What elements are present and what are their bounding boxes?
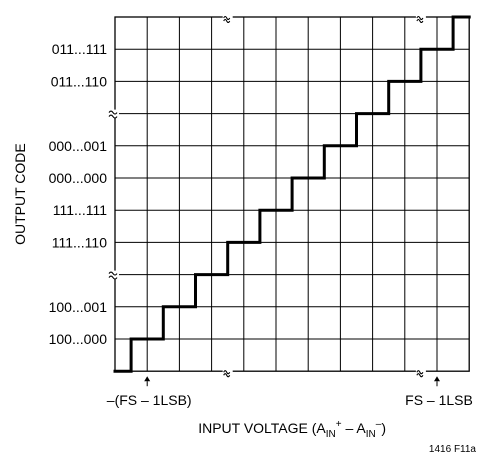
x-annotation-neg-fs: –(FS – 1LSB) [107,392,192,408]
axis-break-gap [107,270,119,279]
axis-break-mark [416,15,424,21]
axis-break-mark [223,373,231,378]
axis-break-gap [415,368,426,375]
y-tick-label: 011...110 [51,73,108,89]
axis-break-gap [222,368,233,375]
y-tick-label: 100...001 [49,299,108,315]
axis-break-mark [108,110,118,115]
y-axis-title: OUTPUT CODE [12,143,28,245]
x-axis-title: INPUT VOLTAGE (AIN+ – AIN–) [198,419,386,440]
fs-arrow-head [144,376,151,382]
axis-break-mark [108,114,118,119]
axis-break-mark [223,15,231,21]
axis-break-mark [416,370,424,375]
axis-break-gap [222,14,233,20]
axis-break-gap [415,14,426,20]
x-axis-title-part: IN [366,429,376,440]
plot-frame [114,16,470,372]
y-tick-label: 011...111 [52,41,107,57]
y-tick-label: 000...000 [49,170,108,186]
axis-break-mark [223,370,231,375]
y-tick-label: 111...111 [53,202,107,218]
y-tick-label: 000...001 [49,138,108,154]
axis-break-mark [108,275,118,280]
fs-arrow-head [434,376,440,382]
x-axis-title-part: + [336,419,342,430]
axis-break-mark [416,18,424,24]
x-axis-title-part: ) [381,420,386,436]
axis-break-mark [108,271,118,276]
x-axis-title-part: – A [342,420,367,436]
axis-break-mark [223,18,231,24]
x-axis-title-part: IN [326,429,336,440]
figure-id: 1416 F11a [429,444,477,455]
axis-break-gap [107,109,119,118]
axis-break-mark [416,373,424,378]
x-axis-title-part: INPUT VOLTAGE (A [198,420,326,436]
x-axis-title-part: – [376,419,382,430]
x-annotation-pos-fs: FS – 1LSB [405,392,473,408]
y-tick-label: 100...000 [49,331,108,347]
y-tick-label: 111...110 [52,234,107,250]
transfer-staircase [113,15,471,373]
